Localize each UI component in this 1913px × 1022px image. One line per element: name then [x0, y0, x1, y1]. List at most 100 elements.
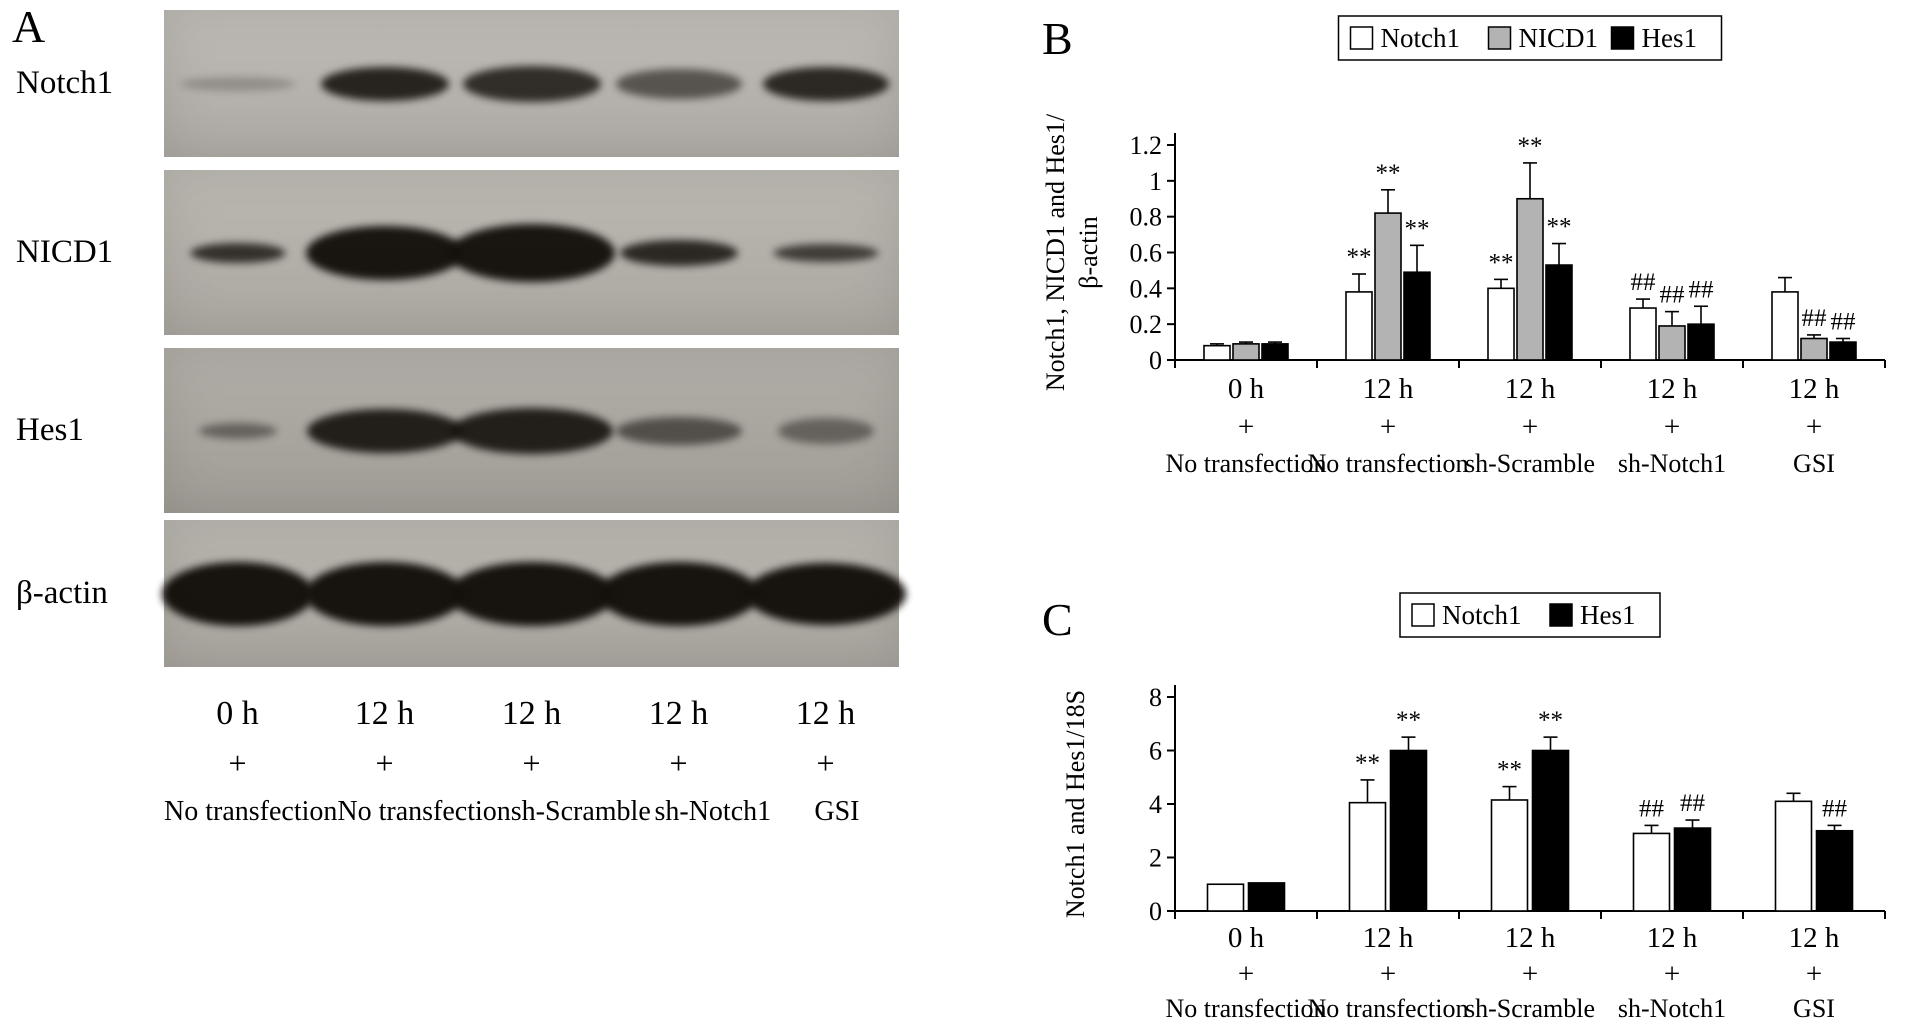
lane-time: 0 h [216, 695, 259, 732]
sig-annotation: ## [1660, 282, 1686, 309]
x-label-time: 0 h [1228, 922, 1265, 954]
x-label-condition: GSI [1793, 449, 1835, 478]
bar-nicd1-group1 [1232, 343, 1260, 361]
blot-band [598, 561, 759, 626]
blot-band [190, 242, 285, 263]
sig-annotation: ** [1355, 750, 1380, 777]
sig-annotation: ## [1631, 269, 1657, 296]
x-label-plus: + [1380, 958, 1396, 990]
y-tick-label: 0 [1149, 346, 1162, 375]
bar-hes1-group1 [1261, 343, 1289, 361]
legend-label-hes1: Hes1 [1580, 600, 1636, 630]
x-label-condition: No transfection [1307, 449, 1468, 478]
x-label-condition: No transfection [1165, 449, 1326, 478]
lane-condition: GSI [814, 796, 860, 827]
sig-annotation: ## [1680, 790, 1706, 817]
x-label-condition: No transfection [1165, 994, 1326, 1022]
x-label-time: 12 h [1505, 922, 1556, 954]
lane-condition: sh-Notch1 [654, 796, 772, 827]
bar-nicd1-group3 [1516, 197, 1544, 361]
y-tick-label: 6 [1149, 737, 1162, 766]
y-tick-label: 0.4 [1130, 274, 1163, 303]
bar-nicd1-group4 [1658, 325, 1686, 361]
y-tick-label: 4 [1149, 790, 1162, 819]
sig-annotation: ## [1802, 305, 1828, 332]
panel-a: A Notch1 NICD1 Hes1 β-actin 0 h 12 h 12 h 12 h… [12, 4, 912, 828]
blot-row-label: β-actin [16, 575, 108, 611]
sig-annotation: ** [1497, 757, 1522, 784]
bar-notch1-group5 [1771, 291, 1799, 361]
lane-time: 12 h [501, 695, 562, 732]
x-label-plus: + [1238, 958, 1254, 990]
y-tick-label: 1 [1149, 167, 1162, 196]
y-tick-label: 2 [1149, 844, 1162, 873]
x-label-time: 12 h [1647, 373, 1698, 405]
lane-condition: sh-Scramble [510, 796, 651, 827]
x-label-time: 12 h [1647, 922, 1698, 954]
lane-plus: + [816, 745, 835, 781]
legend-label-notch1: Notch1 [1381, 23, 1460, 53]
x-label-condition: sh-Notch1 [1618, 994, 1726, 1022]
lane-condition: No transfection [337, 796, 511, 827]
y-tick-label: 8 [1149, 683, 1162, 712]
lane-time: 12 h [354, 695, 415, 732]
blot-band [762, 66, 889, 101]
x-label-time: 12 h [1789, 373, 1840, 405]
x-label-plus: + [1806, 411, 1822, 443]
sig-annotation: ## [1689, 276, 1715, 303]
panel-b-label: B [1042, 13, 1073, 64]
lane-condition-row: No transfection No transfection sh-Scrambl… [164, 796, 899, 828]
bar-hes1-group1 [1247, 882, 1286, 912]
bar-notch1-group4 [1629, 307, 1657, 361]
x-label-plus: + [1806, 958, 1822, 990]
blot-band [305, 225, 464, 280]
blot-band [615, 416, 742, 445]
x-label-time: 12 h [1505, 373, 1556, 405]
legend-swatch-notch1 [1349, 26, 1374, 50]
x-label-time: 0 h [1228, 373, 1265, 405]
bar-hes1-group4 [1673, 827, 1712, 912]
sig-annotation: ** [1347, 244, 1372, 271]
blot-band [773, 243, 878, 262]
blot-band [745, 562, 906, 625]
blot-strip [164, 348, 899, 513]
y-tick-label: 0.2 [1130, 310, 1163, 339]
bar-notch1-group3 [1487, 287, 1515, 361]
y-tick-label: 0.8 [1130, 203, 1163, 232]
blot-row-label: Notch1 [16, 65, 114, 101]
sig-annotation: ## [1831, 309, 1857, 336]
bar-notch1-group1 [1203, 344, 1231, 361]
y-tick-label: 0.6 [1130, 239, 1163, 268]
lane-condition: No transfection [164, 796, 338, 827]
panel-a-label: A [12, 1, 46, 52]
y-axis-label: Notch1, NICD1 and Hes1/ [1041, 113, 1070, 391]
lane-plus: + [522, 745, 541, 781]
bar-hes1-group5 [1829, 341, 1857, 361]
x-label-condition: sh-Scramble [1465, 449, 1595, 478]
blot-band [161, 561, 314, 626]
legend-box [1337, 15, 1723, 61]
blot-band [304, 561, 465, 626]
bar-notch1-group4 [1632, 832, 1671, 912]
sig-annotation: ** [1518, 133, 1543, 160]
bar-hes1-group3 [1545, 264, 1573, 361]
x-label-time: 12 h [1789, 922, 1840, 954]
lane-plus: + [228, 745, 247, 781]
blot-band [450, 407, 613, 454]
blot-strip [161, 520, 906, 667]
legend-label-nicd1: NICD1 [1519, 23, 1599, 53]
sig-annotation: ** [1489, 249, 1514, 276]
x-label-time: 12 h [1363, 373, 1414, 405]
bar-hes1-group3 [1531, 749, 1570, 912]
x-label-plus: + [1522, 958, 1538, 990]
panel-c-chart: 0 2 4 6 8 0 h + No transfection ** ** 12 h + No tran… [1040, 575, 1913, 1022]
legend-swatch-hes1 [1549, 603, 1573, 627]
x-label-plus: + [1664, 411, 1680, 443]
lane-plus: + [375, 745, 394, 781]
bar-notch1-group2 [1345, 291, 1373, 361]
blot-band [777, 417, 874, 444]
x-label-time: 12 h [1363, 922, 1414, 954]
bar-hes1-group5 [1815, 829, 1854, 912]
bar-notch1-group3 [1490, 799, 1529, 912]
